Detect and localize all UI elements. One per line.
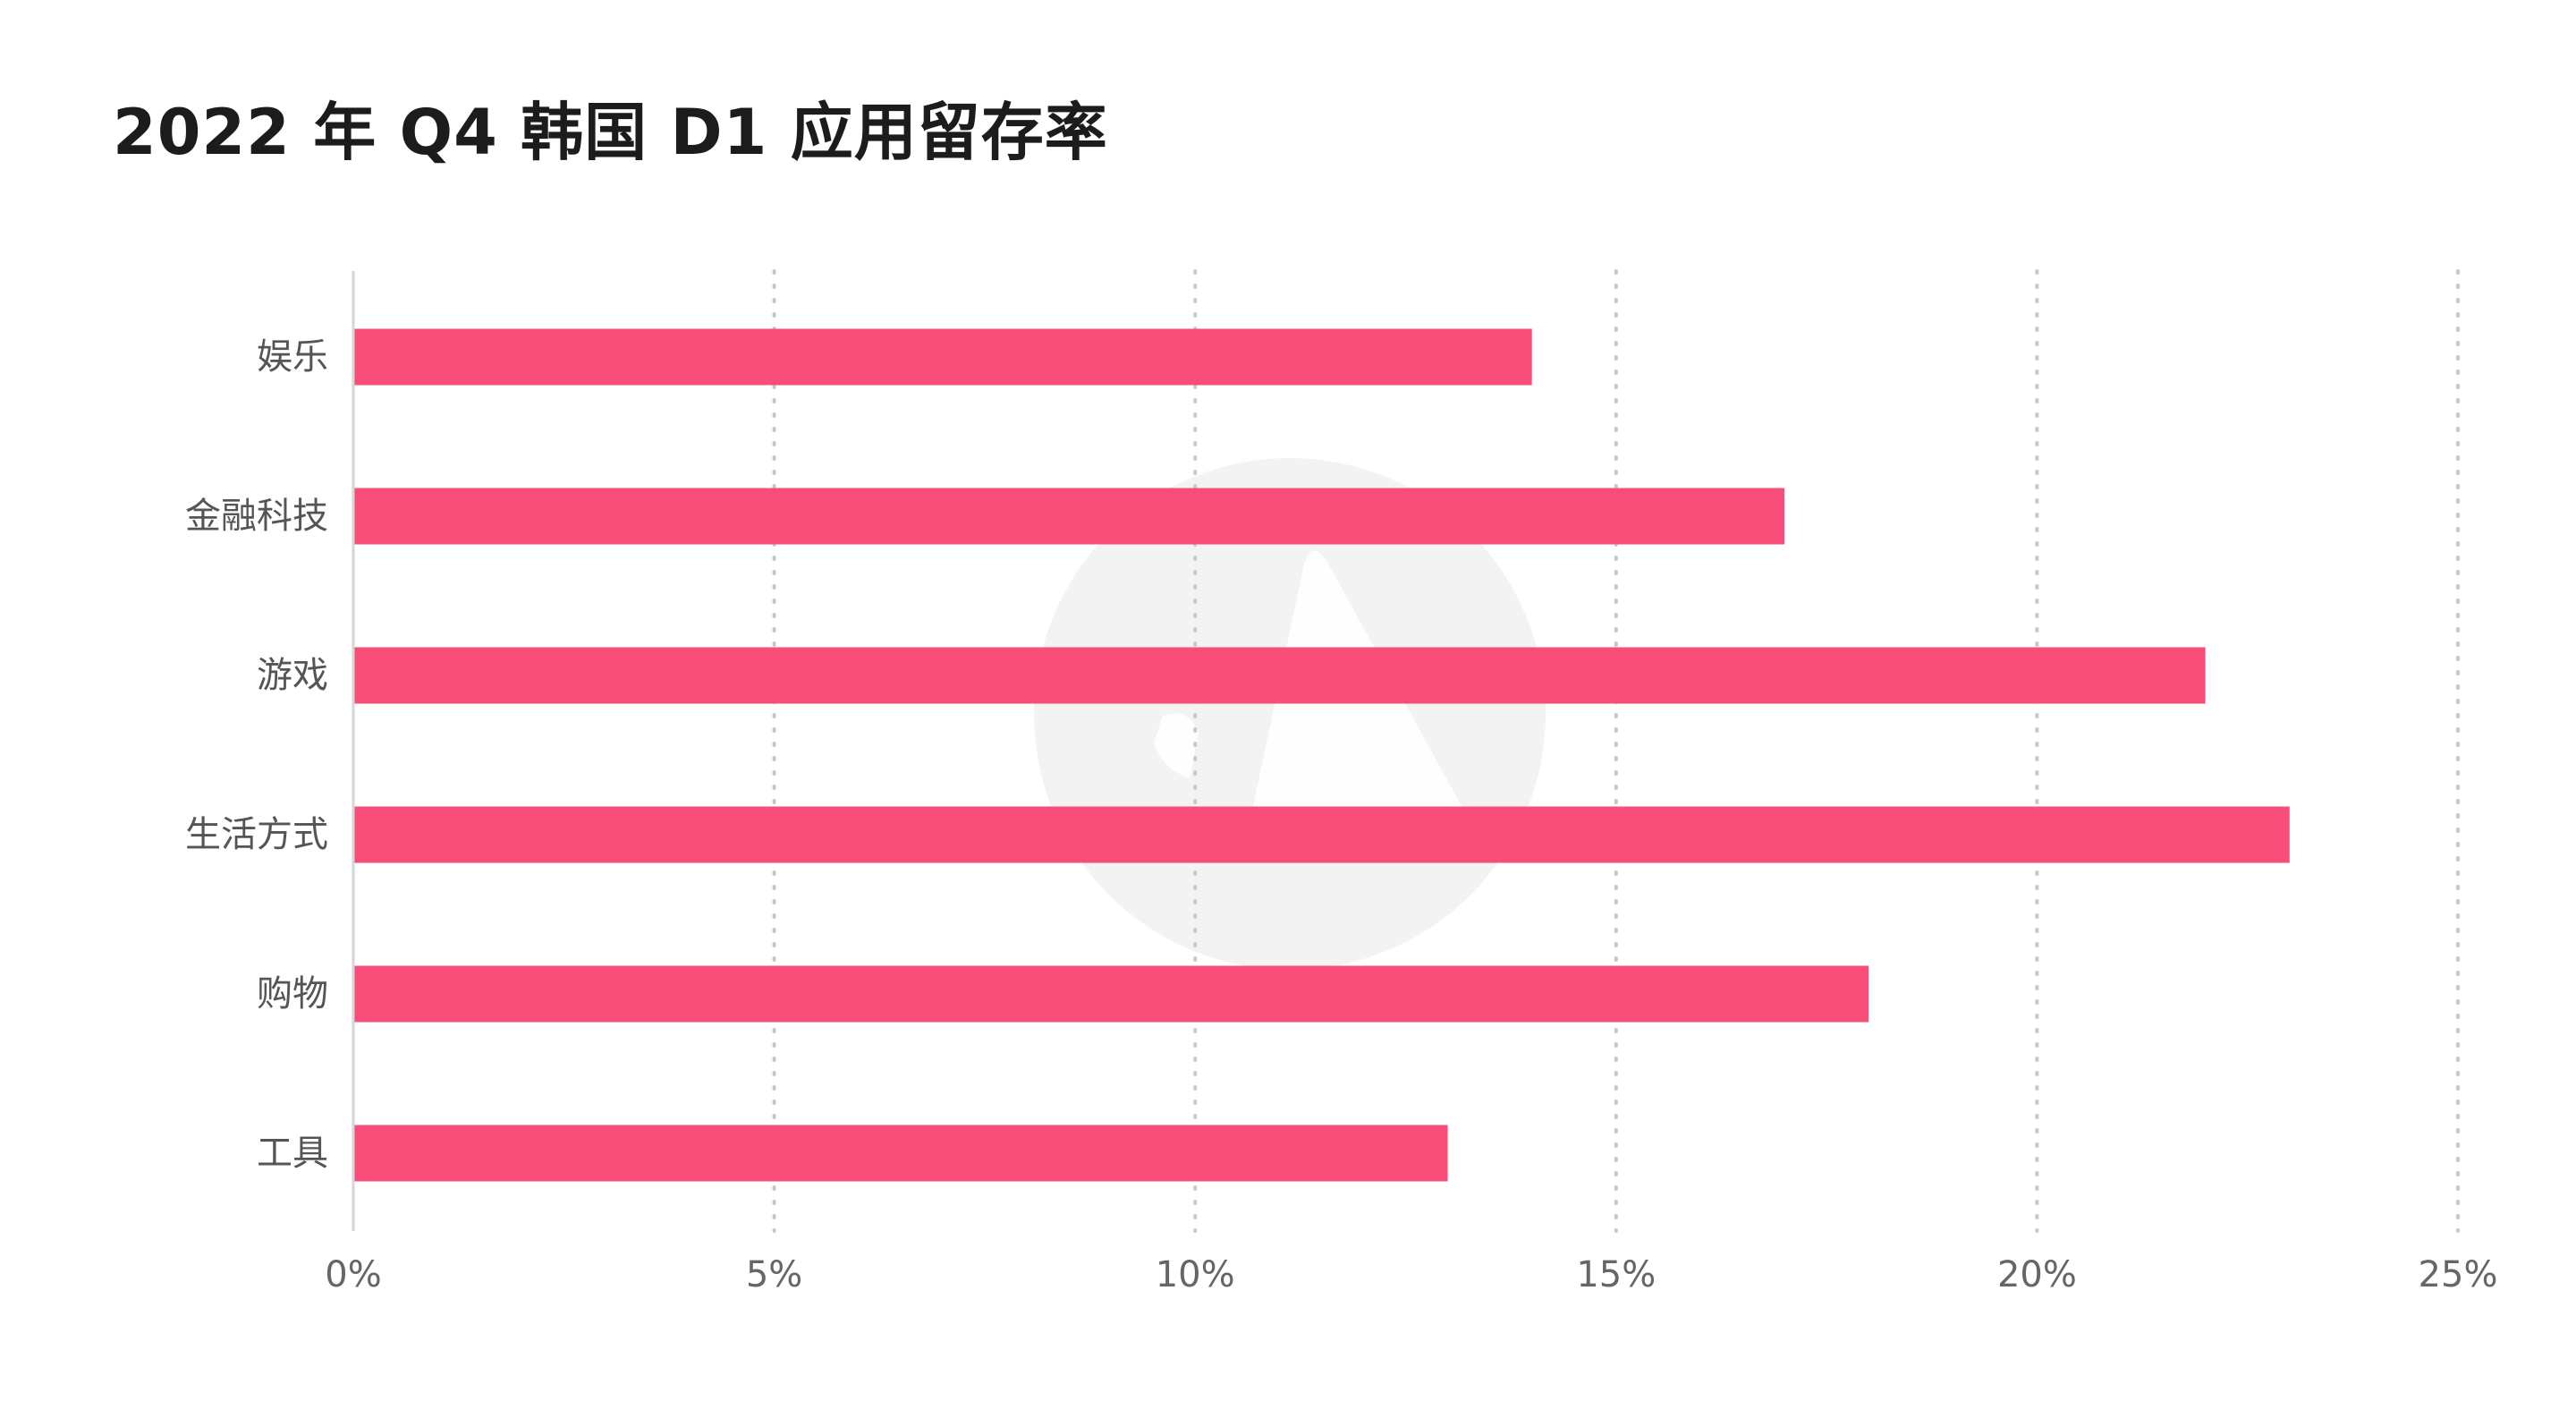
bar-4 — [353, 965, 1869, 1023]
category-label-5: 工具 — [257, 1133, 328, 1174]
bar-0 — [353, 328, 1532, 386]
bar-1 — [353, 488, 1785, 545]
bar-5 — [353, 1125, 1448, 1182]
x-tick-label-10: 10% — [1156, 1254, 1235, 1295]
x-tick-label-25: 25% — [2419, 1254, 2498, 1295]
x-tick-label-20: 20% — [1997, 1254, 2077, 1295]
category-label-4: 购物 — [257, 973, 328, 1015]
category-label-2: 游戏 — [257, 655, 328, 696]
gridlines — [772, 269, 2460, 1233]
bars — [353, 328, 2290, 1182]
chart-title: 2022 年 Q4 韩国 D1 应用留存率 — [113, 96, 1108, 169]
category-label-1: 金融科技 — [185, 496, 328, 537]
category-label-0: 娱乐 — [257, 336, 328, 378]
category-label-3: 生活方式 — [185, 814, 328, 855]
x-tick-labels: 0% 5% 10% 15% 20% 25% — [325, 1254, 2497, 1295]
bar-3 — [353, 806, 2290, 863]
x-tick-label-15: 15% — [1576, 1254, 1656, 1295]
x-tick-label-0: 0% — [325, 1254, 381, 1295]
bar-2 — [353, 647, 2206, 704]
x-tick-label-5: 5% — [746, 1254, 802, 1295]
